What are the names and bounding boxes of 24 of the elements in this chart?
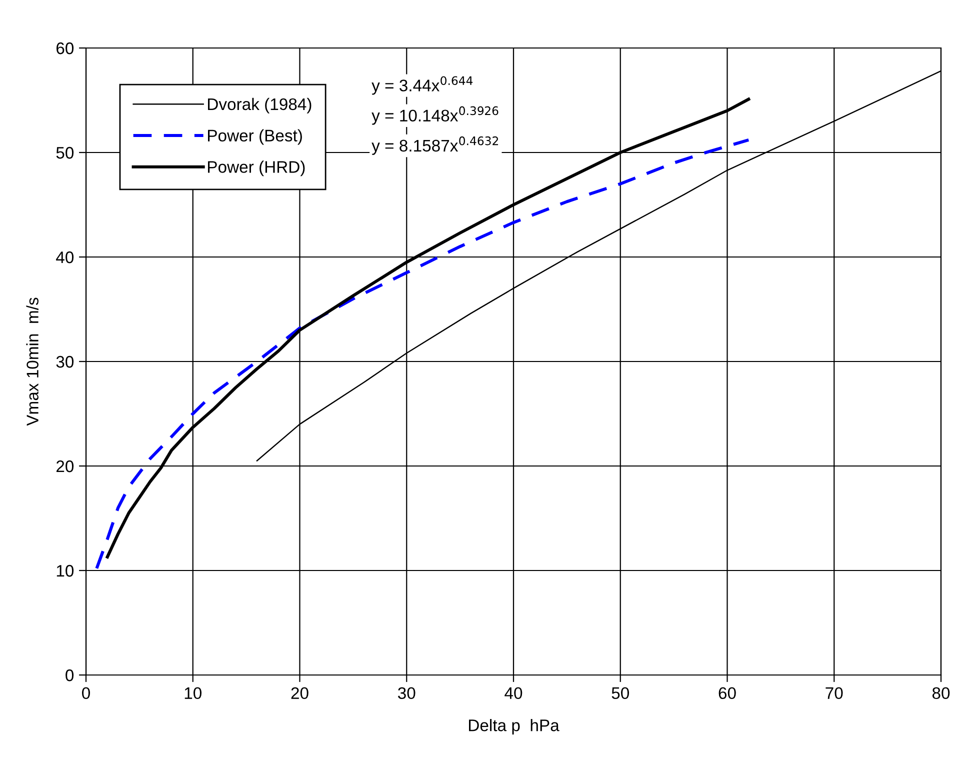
x-axis-title: Delta p hPa <box>469 719 560 735</box>
y-tick-label: 10 <box>56 564 74 577</box>
legend-label: Power (Best) <box>208 129 302 145</box>
y-axis-title: Vmax 10min m/s <box>26 298 38 426</box>
legend-label: Dvorak (1984) <box>208 98 312 114</box>
y-tick-label: 0 <box>66 669 74 682</box>
y-tick-label: 60 <box>56 42 74 54</box>
x-tick-label: 60 <box>718 687 736 700</box>
x-tick-label: 80 <box>932 687 950 700</box>
annotation: y = 3.44x$^{0.644}$ <box>372 76 473 95</box>
x-tick-label: 40 <box>504 687 522 700</box>
x-tick-label: 30 <box>398 687 416 700</box>
legend-label: Power (HRD) <box>208 160 305 176</box>
y-tick-label: 20 <box>56 460 74 472</box>
annotation: y = 10.148x$^{0.3926}$ <box>372 106 498 125</box>
x-tick-label: 20 <box>291 687 308 700</box>
y-tick-label: 50 <box>56 146 74 159</box>
x-tick-label: 10 <box>184 687 202 700</box>
x-tick-label: 70 <box>826 687 843 700</box>
x-tick-label: 50 <box>612 687 629 700</box>
x-tick-label: 0 <box>82 687 90 700</box>
y-tick-label: 30 <box>56 356 74 368</box>
y-tick-label: 40 <box>56 251 74 264</box>
annotation: y = 8.1587x$^{0.4632}$ <box>372 136 498 155</box>
